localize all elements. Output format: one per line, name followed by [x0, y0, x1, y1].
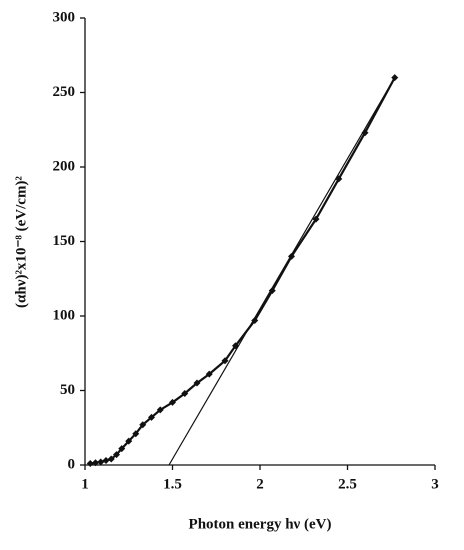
data-point: [92, 459, 99, 467]
data-point: [148, 413, 155, 421]
y-tick-label: 50: [60, 382, 75, 398]
data-point: [156, 406, 164, 414]
x-tick-label: 2.5: [338, 476, 357, 492]
y-tick-label: 0: [68, 456, 76, 472]
x-axis-label: Photon energy hν (eV): [189, 516, 332, 532]
data-point: [169, 398, 176, 406]
data-point: [139, 421, 147, 429]
data-point: [118, 445, 126, 453]
fit-line: [168, 77, 396, 466]
data-point: [181, 389, 189, 397]
data-point: [113, 451, 120, 459]
data-point: [102, 457, 110, 465]
y-tick-label: 150: [53, 233, 76, 249]
data-point: [268, 287, 276, 295]
y-tick-label: 300: [53, 9, 76, 25]
data-point: [132, 430, 140, 438]
x-tick-label: 1.5: [163, 476, 182, 492]
y-tick-label: 100: [53, 307, 76, 323]
data-point: [205, 370, 213, 378]
x-tick-label: 1: [81, 476, 89, 492]
data-point: [107, 455, 115, 463]
data-point: [97, 458, 105, 466]
y-axis-label: (αhν)²x10⁻⁸ (eV/cm)²: [13, 176, 29, 308]
x-tick-label: 2: [256, 476, 264, 492]
data-point: [193, 379, 201, 387]
data-point: [221, 357, 229, 365]
data-line: [90, 77, 396, 465]
data-point: [86, 460, 94, 468]
data-point: [312, 215, 320, 223]
y-tick-label: 250: [53, 84, 76, 100]
x-tick-label: 3: [431, 476, 439, 492]
data-point: [251, 316, 259, 324]
data-point: [125, 437, 133, 445]
y-tick-label: 200: [53, 158, 76, 174]
